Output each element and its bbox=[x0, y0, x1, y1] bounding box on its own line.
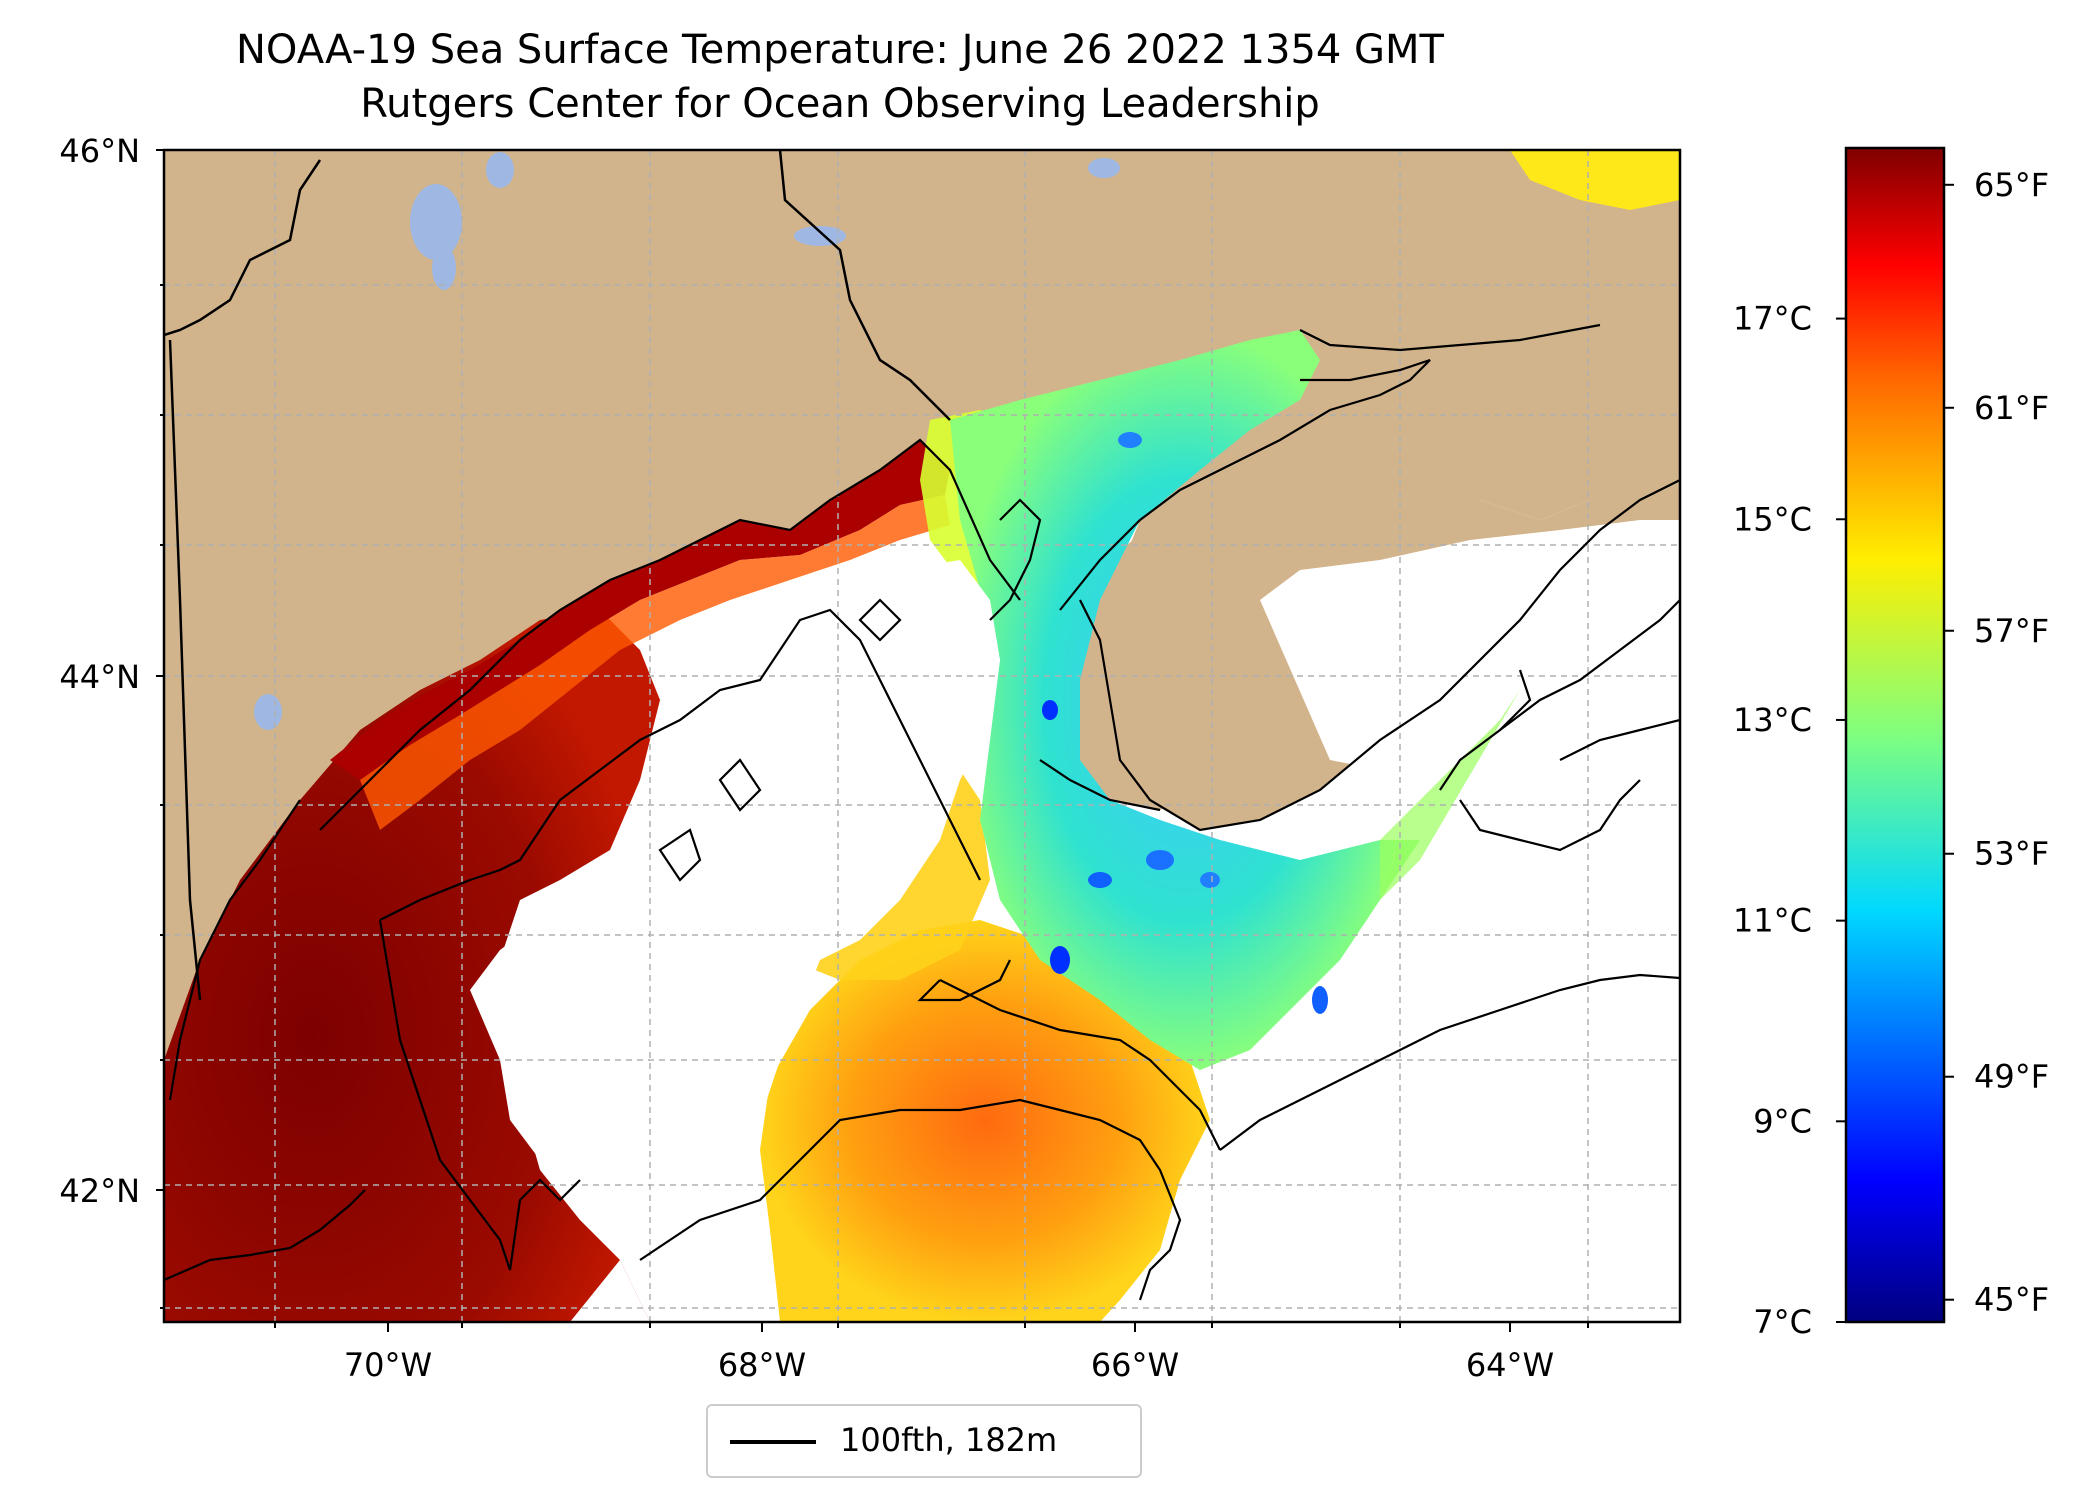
legend-label: 100fth, 182m bbox=[840, 1421, 1058, 1459]
sst-cold-fleck bbox=[1146, 850, 1174, 870]
fahrenheit-tick-label: 45°F bbox=[1974, 1281, 2049, 1319]
sst-coastal-fringe-orange bbox=[360, 495, 950, 830]
sst-cold-fleck bbox=[1088, 872, 1112, 888]
lake bbox=[254, 694, 282, 730]
lake bbox=[1088, 158, 1120, 178]
sst-cold-fleck bbox=[1200, 872, 1220, 888]
map-area bbox=[164, 150, 1680, 1322]
political-borders bbox=[164, 150, 951, 1001]
lat-label-44n: 44°N bbox=[59, 658, 140, 696]
sst-warm-southwest bbox=[164, 610, 660, 1322]
sst-cold-fleck bbox=[1042, 700, 1058, 720]
lat-label-42n: 42°N bbox=[59, 1172, 140, 1210]
map-title: NOAA-19 Sea Surface Temperature: June 26… bbox=[235, 27, 1444, 73]
fahrenheit-tick-label: 57°F bbox=[1974, 612, 2049, 650]
sst-coastal-fringe bbox=[330, 440, 950, 780]
colorbar: 17°C 15°C 13°C 11°C 9°C 7°C 65°F 61°F 57… bbox=[1733, 146, 2049, 1341]
sst-cold-fleck bbox=[1312, 986, 1328, 1014]
legend: 100fth, 182m bbox=[706, 1404, 1142, 1478]
sst-cold-fleck bbox=[1118, 432, 1142, 448]
map-frame bbox=[162, 148, 1682, 1324]
fahrenheit-tick-label: 53°F bbox=[1974, 835, 2049, 873]
lat-ticks bbox=[156, 149, 164, 1309]
fahrenheit-tick-label: 61°F bbox=[1974, 389, 2049, 427]
lon-label-70w: 70°W bbox=[344, 1346, 432, 1384]
fahrenheit-tick-label: 49°F bbox=[1974, 1058, 2049, 1096]
sst-cold-tongue bbox=[950, 330, 1420, 1070]
colorbar-fahrenheit-ticks bbox=[1944, 183, 1954, 1301]
sst-yellow-corner bbox=[1510, 150, 1680, 210]
lon-label-66w: 66°W bbox=[1091, 1346, 1179, 1384]
celsius-tick-label: 13°C bbox=[1733, 701, 1812, 739]
fahrenheit-tick-label: 65°F bbox=[1974, 166, 2049, 204]
lon-label-64w: 64°W bbox=[1466, 1346, 1554, 1384]
colorbar-celsius-ticks bbox=[1836, 317, 1846, 1323]
lake bbox=[432, 246, 456, 290]
cloud-mask bbox=[1260, 520, 1680, 770]
cloud-mask bbox=[470, 560, 1000, 1250]
map-subtitle: Rutgers Center for Ocean Observing Leade… bbox=[360, 81, 1320, 127]
land-mass bbox=[164, 150, 1680, 1160]
celsius-tick-label: 11°C bbox=[1733, 902, 1812, 940]
lake bbox=[794, 226, 846, 246]
celsius-tick-label: 15°C bbox=[1733, 500, 1812, 538]
legend-line-swatch bbox=[730, 1440, 816, 1444]
lon-ticks bbox=[274, 1322, 1589, 1332]
lat-label-46n: 46°N bbox=[59, 132, 140, 170]
celsius-tick-label: 7°C bbox=[1753, 1303, 1812, 1341]
lake bbox=[486, 152, 514, 188]
lake bbox=[410, 184, 462, 260]
lon-label-68w: 68°W bbox=[718, 1346, 806, 1384]
coastline bbox=[164, 323, 1680, 1282]
land-east-bay bbox=[1320, 300, 1600, 355]
cloud-mask bbox=[570, 1260, 650, 1322]
celsius-tick-label: 9°C bbox=[1753, 1102, 1812, 1140]
sst-cold-fleck bbox=[1050, 946, 1070, 974]
sst-warm-south-basin bbox=[760, 920, 1210, 1322]
cloud-mask bbox=[1180, 660, 1680, 1322]
celsius-tick-label: 17°C bbox=[1733, 300, 1812, 338]
colorbar-gradient bbox=[1844, 146, 1946, 1324]
